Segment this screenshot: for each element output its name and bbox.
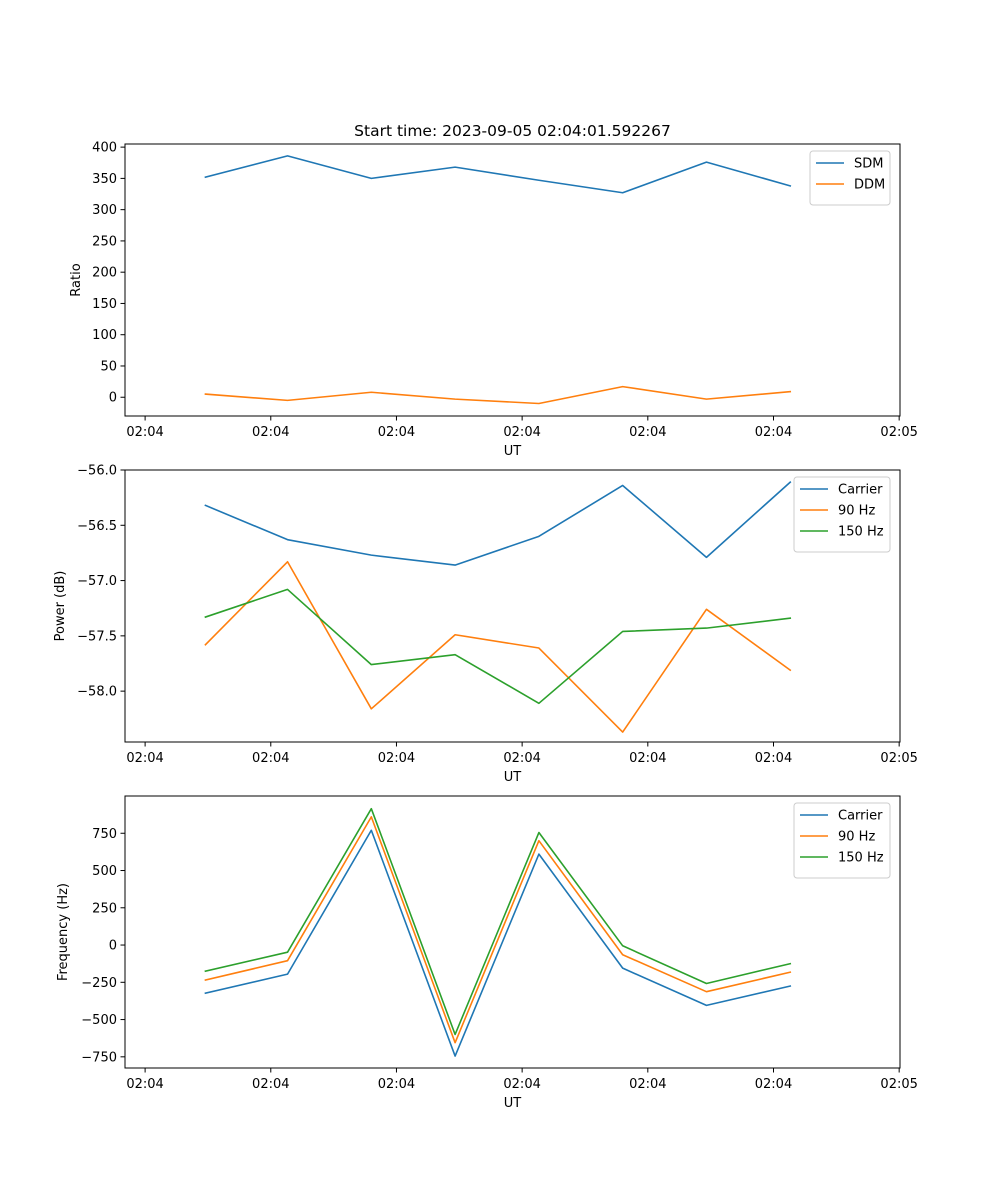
x-tick-label: 02:04 bbox=[503, 751, 540, 766]
y-tick-label: 250 bbox=[92, 901, 117, 916]
axes-frame bbox=[124, 469, 901, 743]
x-tick-label: 02:04 bbox=[252, 751, 289, 766]
x-tick-label: 02:04 bbox=[629, 1077, 666, 1092]
legend: SDM DDM bbox=[809, 150, 891, 206]
legend-label: 90 Hz bbox=[838, 830, 875, 845]
chart-panel-2: 02:04 02:04 02:04 02:04 02:04 02:04 02:05 −58.0… bbox=[53, 464, 918, 786]
y-tick-label: 400 bbox=[92, 141, 117, 156]
legend-label: 150 Hz bbox=[838, 851, 884, 866]
x-axis-label: UT bbox=[504, 444, 522, 459]
y-tick-label: −58.0 bbox=[77, 685, 117, 700]
legend-box bbox=[809, 150, 891, 206]
x-axis-label: UT bbox=[504, 1096, 522, 1111]
figure-title: Start time: 2023-09-05 02:04:01.592267 bbox=[354, 122, 671, 140]
y-tick-label: 500 bbox=[92, 864, 117, 879]
x-tick-label: 02:05 bbox=[880, 751, 917, 766]
series-line-90-hz bbox=[204, 816, 792, 1044]
y-axis-label: Power (dB) bbox=[53, 571, 68, 642]
y-tick-label: 300 bbox=[92, 203, 117, 218]
y-tick-label: 100 bbox=[92, 328, 117, 343]
x-tick-label: 02:04 bbox=[755, 425, 792, 440]
y-tick-label: 350 bbox=[92, 172, 117, 187]
x-tick-label: 02:04 bbox=[755, 1077, 792, 1092]
x-tick-label: 02:04 bbox=[503, 1077, 540, 1092]
legend-label: 90 Hz bbox=[838, 504, 875, 519]
chart-panel-1: 02:04 02:04 02:04 02:04 02:04 02:04 02:05 0 50 10… bbox=[69, 141, 918, 459]
series-line-carrier bbox=[204, 481, 792, 566]
x-tick-label: 02:04 bbox=[252, 425, 289, 440]
legend: Carrier 90 Hz 150 Hz bbox=[793, 802, 891, 879]
x-tick-label: 02:04 bbox=[378, 1077, 415, 1092]
legend-label: DDM bbox=[854, 178, 885, 193]
x-tick-label: 02:04 bbox=[503, 425, 540, 440]
y-tick-label: −56.0 bbox=[77, 464, 117, 479]
x-tick-label: 02:04 bbox=[252, 1077, 289, 1092]
y-tick-label: 200 bbox=[92, 266, 117, 281]
y-axis-label: Ratio bbox=[69, 263, 84, 296]
y-axis-label: Frequency (Hz) bbox=[56, 883, 71, 981]
legend-box bbox=[793, 802, 891, 879]
y-tick-label: −500 bbox=[81, 1013, 117, 1028]
chart-panel-3: 02:04 02:04 02:04 02:04 02:04 02:04 02:05 −750 −… bbox=[56, 795, 918, 1111]
axes-frame bbox=[124, 795, 901, 1069]
series-line-carrier bbox=[204, 829, 792, 1057]
y-tick-label: −250 bbox=[81, 976, 117, 991]
series-line-90-hz bbox=[204, 560, 792, 733]
x-tick-label: 02:05 bbox=[880, 425, 917, 440]
legend-label: 150 Hz bbox=[838, 525, 884, 540]
x-tick-label: 02:04 bbox=[629, 425, 666, 440]
legend-label: SDM bbox=[854, 157, 883, 172]
legend-label: Carrier bbox=[838, 483, 883, 498]
x-tick-label: 02:04 bbox=[378, 751, 415, 766]
legend-label: Carrier bbox=[838, 809, 883, 824]
y-tick-label: 0 bbox=[109, 391, 117, 406]
x-tick-label: 02:05 bbox=[880, 1077, 917, 1092]
y-tick-label: −57.5 bbox=[77, 629, 117, 644]
y-tick-label: 250 bbox=[92, 234, 117, 249]
series-line-150-hz bbox=[204, 807, 792, 1036]
series-line-sdm bbox=[204, 155, 792, 194]
x-tick-label: 02:04 bbox=[126, 425, 163, 440]
y-tick-label: −57.0 bbox=[77, 574, 117, 589]
x-axis-label: UT bbox=[504, 770, 522, 785]
x-tick-label: 02:04 bbox=[755, 751, 792, 766]
axes-frame bbox=[124, 143, 901, 417]
series-line-150-hz bbox=[204, 588, 792, 705]
series-line-ddm bbox=[204, 385, 792, 405]
panels: 02:04 02:04 02:04 02:04 02:04 02:04 02:05 0 50 10… bbox=[53, 141, 918, 1111]
legend: Carrier 90 Hz 150 Hz bbox=[793, 476, 891, 553]
x-tick-label: 02:04 bbox=[126, 751, 163, 766]
legend-box bbox=[793, 476, 891, 553]
x-tick-label: 02:04 bbox=[629, 751, 666, 766]
y-tick-label: −750 bbox=[81, 1050, 117, 1065]
y-tick-label: 50 bbox=[100, 359, 117, 374]
x-tick-label: 02:04 bbox=[126, 1077, 163, 1092]
y-tick-label: 150 bbox=[92, 297, 117, 312]
x-tick-label: 02:04 bbox=[378, 425, 415, 440]
y-tick-label: −56.5 bbox=[77, 519, 117, 534]
y-tick-label: 750 bbox=[92, 827, 117, 842]
y-tick-label: 0 bbox=[109, 939, 117, 954]
